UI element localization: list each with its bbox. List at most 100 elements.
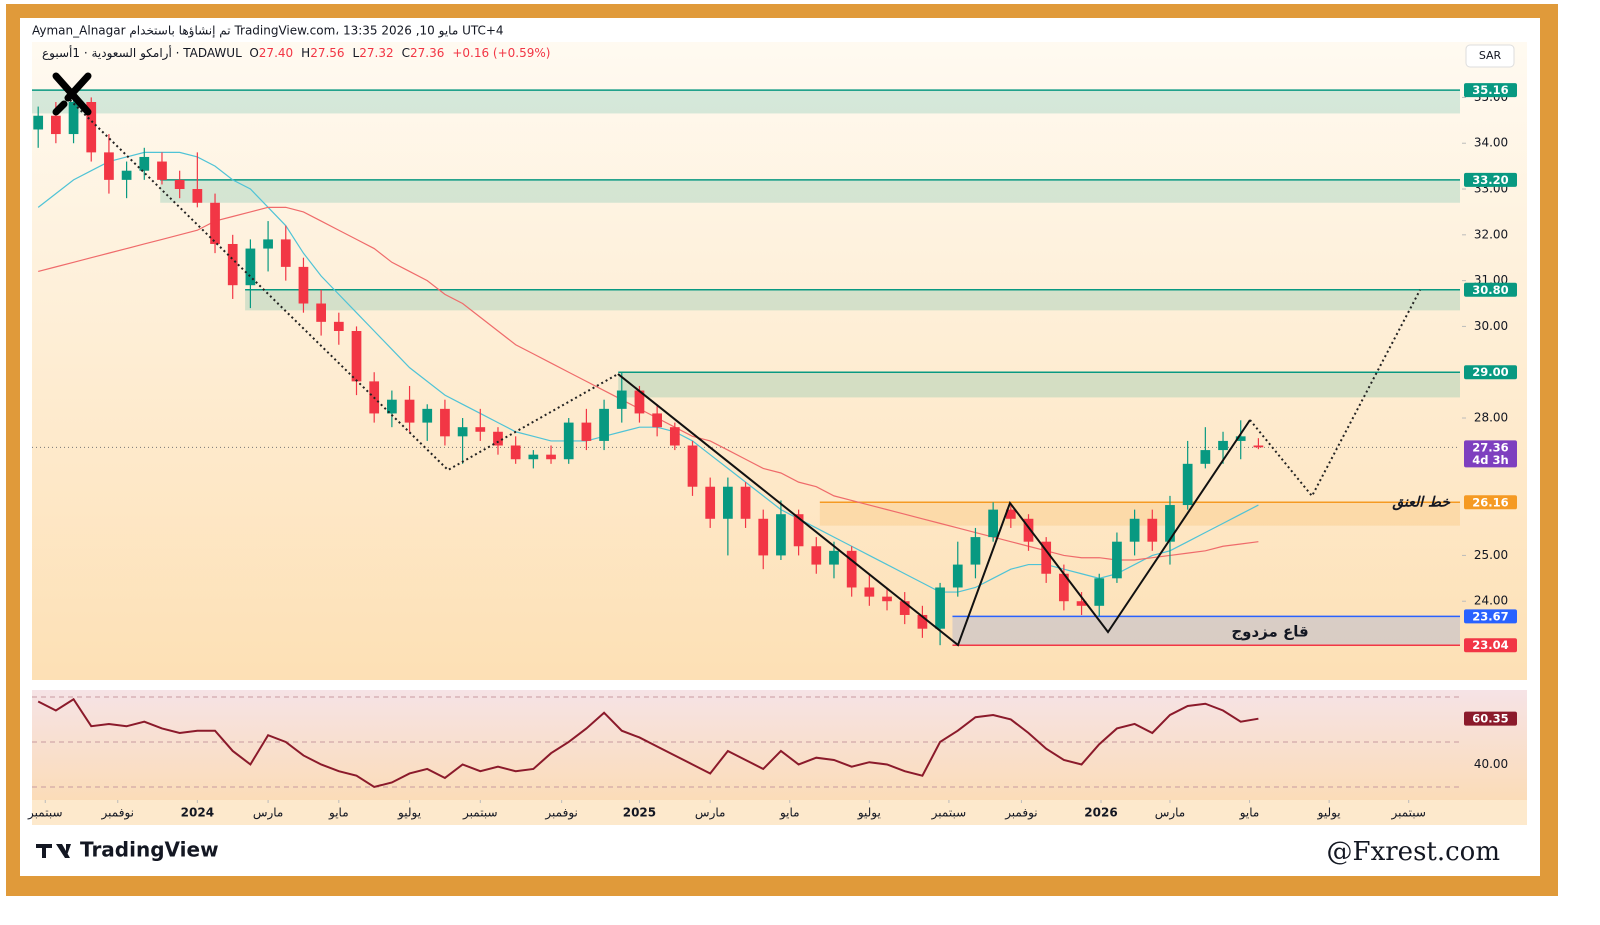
candle-body xyxy=(988,509,998,538)
candle-body xyxy=(864,587,875,597)
y-tick-label: 25.00 xyxy=(1474,548,1508,562)
candle-body xyxy=(563,422,574,460)
candle-body xyxy=(581,422,592,441)
y-tick-label: 28.00 xyxy=(1474,411,1508,425)
candle-body xyxy=(51,115,61,135)
candle-body xyxy=(245,248,256,286)
candle-body xyxy=(68,101,79,135)
candle-body xyxy=(1253,445,1264,448)
candle-body xyxy=(705,486,716,519)
candle-body xyxy=(917,614,928,629)
y-tick-label: 24.00 xyxy=(1474,594,1508,608)
candle-body xyxy=(86,101,97,153)
symbol-line: أرامكو السعودية · 1أسبوع · TADAWUL O27.40… xyxy=(42,45,550,61)
candle-body xyxy=(404,399,415,423)
candle-body xyxy=(846,550,857,588)
y-tick-label: 32.00 xyxy=(1474,227,1508,241)
x-tick-label: سبتمبر xyxy=(462,806,497,821)
pattern-line xyxy=(617,373,1251,647)
candle-body xyxy=(776,514,786,556)
candle-body xyxy=(1059,573,1069,602)
o-key: O xyxy=(249,46,258,60)
candle-body xyxy=(1165,505,1175,542)
candle-body xyxy=(687,445,698,487)
zone xyxy=(245,289,1460,311)
price-tag-label: 33.20 xyxy=(1472,173,1508,187)
candle-body xyxy=(192,189,203,203)
current-tag xyxy=(1464,440,1517,468)
candle-body xyxy=(811,546,822,565)
candle-body xyxy=(740,486,751,519)
rsi-tag xyxy=(1464,711,1517,726)
candle-body xyxy=(723,486,733,519)
h-val: 27.56 xyxy=(310,46,344,60)
c-val: 27.36 xyxy=(410,46,444,60)
currency[interactable]: SAR xyxy=(1479,49,1502,62)
price-tag xyxy=(1464,638,1517,653)
y-tick-label: 34.00 xyxy=(1474,136,1508,150)
candle-body xyxy=(1182,463,1193,506)
candle-body xyxy=(510,445,521,460)
x-tick-label: يوليو xyxy=(1317,806,1341,821)
currency-button[interactable] xyxy=(1465,44,1515,68)
candle-body xyxy=(227,243,238,286)
candle-body xyxy=(210,202,220,244)
candle-body xyxy=(935,587,945,629)
candle-body xyxy=(652,413,662,428)
rsi-tick-label: 40.00 xyxy=(1474,757,1508,771)
x-tick-label: مارس xyxy=(695,806,726,821)
rsi-tag-label: 60.35 xyxy=(1472,712,1508,726)
candle-body xyxy=(1112,541,1122,579)
neckline-label: خط العنق xyxy=(1392,494,1451,510)
pattern-drawings xyxy=(52,72,1421,647)
header-line: Ayman_Alnagar تم إنشاؤها باستخدام Tradin… xyxy=(32,24,504,39)
candle-body xyxy=(387,399,397,414)
candle-body xyxy=(263,239,273,249)
countdown: 4d 3h xyxy=(1472,453,1508,467)
rsi-plot xyxy=(32,696,1460,789)
rsi-pane xyxy=(32,690,1527,800)
x-tick-label: مايو xyxy=(328,806,349,821)
price-tag xyxy=(1464,609,1517,624)
logo-mark xyxy=(52,72,92,116)
candle-body xyxy=(298,266,309,304)
price-tag-label: 23.04 xyxy=(1472,638,1508,652)
candle-body xyxy=(475,427,486,432)
price-tag-label: 26.16 xyxy=(1472,495,1508,509)
zone xyxy=(952,616,1460,646)
chart-pane xyxy=(32,42,1527,680)
price-tag xyxy=(1464,365,1517,380)
x-tick-label: مارس xyxy=(253,806,284,821)
x-tick-label: نوفمبر xyxy=(1004,806,1037,821)
zone xyxy=(32,90,1460,114)
candle-body xyxy=(174,179,185,190)
x-tick-label: سبتمبر xyxy=(27,806,62,821)
tv-icon xyxy=(36,844,71,858)
price-tag xyxy=(1464,83,1517,98)
price-tag-label: 30.80 xyxy=(1472,283,1508,297)
change: +0.16 (+0.59%) xyxy=(452,46,550,60)
y-tick-label: 30.00 xyxy=(1474,319,1508,333)
dotted-path xyxy=(69,99,619,472)
candle-body xyxy=(758,518,769,556)
price-tag-label: 35.16 xyxy=(1472,83,1508,97)
candle-body xyxy=(528,454,539,460)
candle-body xyxy=(829,550,839,565)
candle-body xyxy=(121,170,132,180)
candle-body xyxy=(139,156,150,171)
x-tick-label: سبتمبر xyxy=(1390,806,1425,821)
zone xyxy=(618,372,1460,398)
l-key: L xyxy=(353,46,360,60)
zone xyxy=(819,502,1460,526)
candle-body xyxy=(1235,436,1246,441)
price-tag xyxy=(1464,495,1517,510)
candle-body xyxy=(1041,541,1052,574)
current-label: 27.36 xyxy=(1472,440,1508,454)
candle-body xyxy=(316,303,326,322)
c-key: C xyxy=(402,46,410,60)
double-bottom-label: قاع مزدوج xyxy=(1231,623,1308,641)
candle-body xyxy=(157,161,167,180)
x-tick-label: مايو xyxy=(1239,806,1260,821)
